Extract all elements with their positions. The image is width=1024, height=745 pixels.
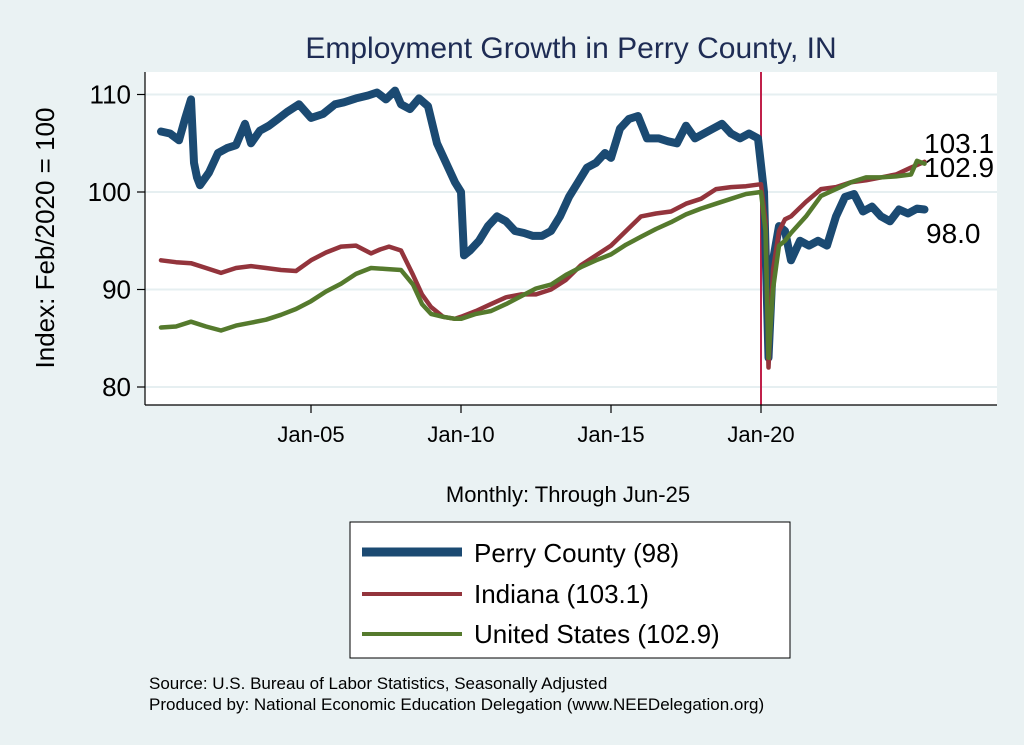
y-ticks: 80 90 100 110 [88,80,145,402]
x-ticks: Jan-05 Jan-10 Jan-15 Jan-20 [277,405,795,447]
x-axis-label: Monthly: Through Jun-25 [446,482,690,507]
x-tick-label: Jan-05 [277,422,344,447]
end-label-indiana: 103.1 [924,128,994,159]
legend-label-us: United States (102.9) [474,619,720,649]
end-label-us: 102.9 [924,152,994,183]
y-tick-label: 100 [88,177,131,207]
y-tick-label: 80 [102,372,131,402]
y-tick-label: 110 [90,80,131,110]
legend-label-indiana: Indiana (103.1) [474,579,649,609]
producer-note: Produced by: National Economic Education… [149,695,764,714]
plot-area [145,72,997,405]
chart-title: Employment Growth in Perry County, IN [305,32,836,65]
legend-label-perry: Perry County (98) [474,538,679,568]
series-line-indiana [158,159,927,370]
y-axis-label: Index: Feb/2020 = 100 [30,108,60,369]
legend-box [349,521,791,659]
legend: Perry County (98) Indiana (103.1) United… [349,521,791,659]
series-lines [157,86,929,370]
source-note: Source: U.S. Bureau of Labor Statistics,… [149,674,607,693]
x-tick-label: Jan-15 [577,422,644,447]
x-tick-label: Jan-20 [727,422,794,447]
x-tick-label: Jan-10 [427,422,494,447]
end-label-perry: 98.0 [926,218,981,249]
series-line-us [158,158,927,361]
y-tick-label: 90 [102,275,131,305]
series-line-perry [157,86,929,362]
